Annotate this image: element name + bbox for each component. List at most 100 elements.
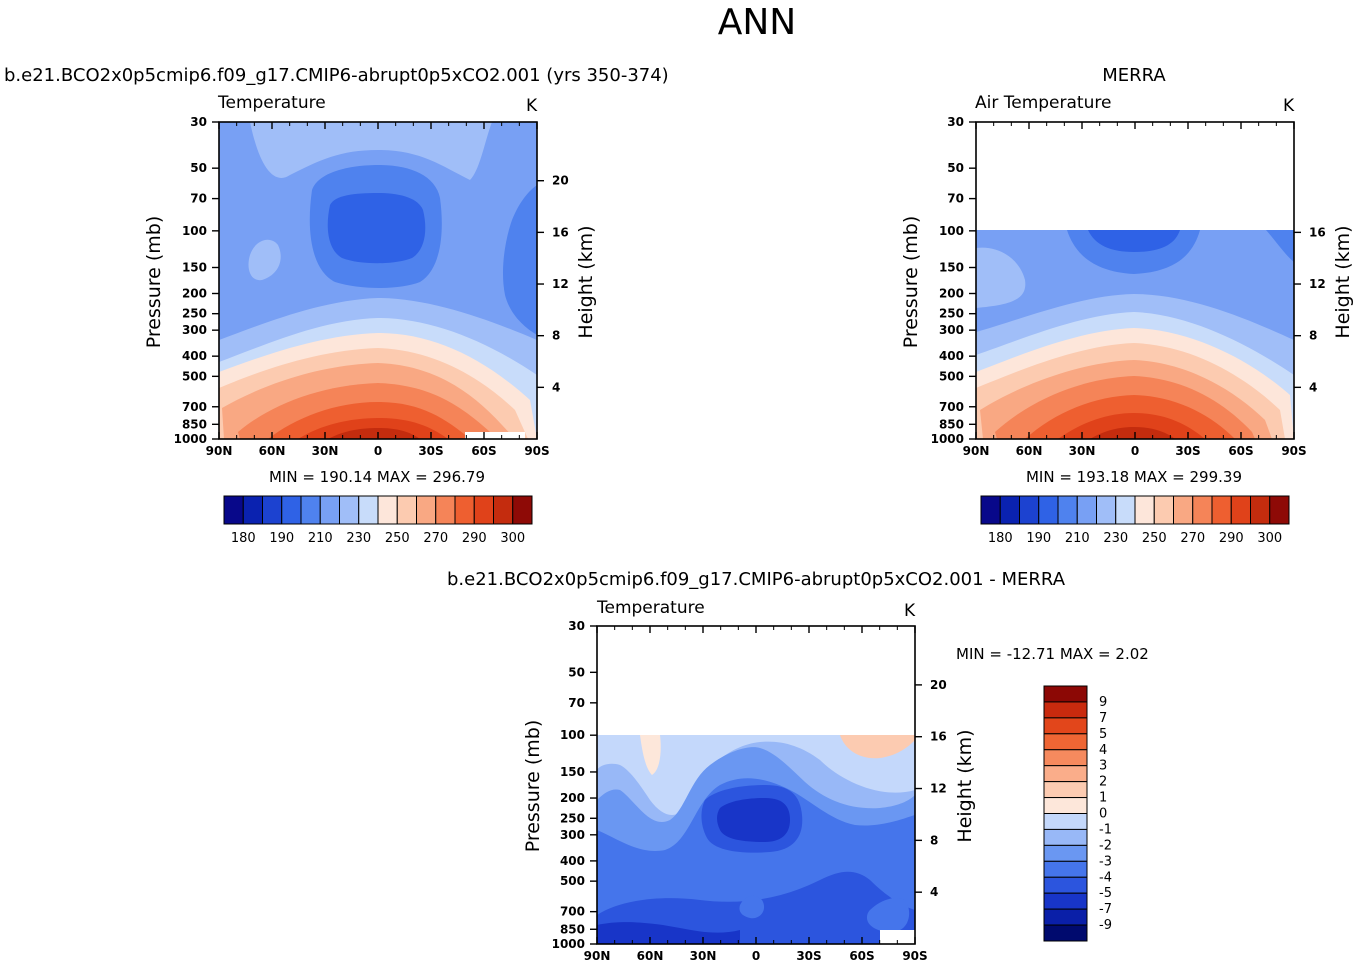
colorbar-label: 210 bbox=[1065, 531, 1090, 546]
colorbar-label: -5 bbox=[1099, 886, 1112, 901]
colorbar-swatch bbox=[1043, 908, 1088, 926]
colorbar-label: 230 bbox=[1103, 531, 1128, 546]
colorbar-swatch bbox=[1043, 876, 1088, 894]
page-title: ANN bbox=[718, 2, 797, 43]
panel-obs-title: MERRA bbox=[1102, 65, 1166, 86]
colorbar-label: 190 bbox=[1026, 531, 1051, 546]
colorbar-swatch bbox=[435, 495, 456, 525]
y-tick-label: 300 bbox=[182, 323, 207, 337]
x-tick-label: 90N bbox=[963, 444, 990, 458]
y2-tick-label: 12 bbox=[552, 277, 569, 291]
colorbar-label: 180 bbox=[988, 531, 1013, 546]
y2-tick-label: 16 bbox=[1309, 225, 1326, 239]
y-tick-label: 70 bbox=[568, 696, 585, 710]
colorbar-swatch bbox=[1230, 495, 1251, 525]
panel-diff-field bbox=[597, 735, 915, 944]
x-tick-label: 60S bbox=[1228, 444, 1253, 458]
y-tick-label: 30 bbox=[190, 115, 207, 129]
y-tick-label: 150 bbox=[182, 260, 207, 274]
colorbar-label: -3 bbox=[1099, 854, 1112, 869]
y-tick-label: 1000 bbox=[552, 937, 585, 951]
panel-obs-stats: MIN = 193.18 MAX = 299.39 bbox=[1026, 468, 1242, 486]
x-tick-label: 30S bbox=[796, 949, 821, 963]
contour-band bbox=[597, 922, 740, 944]
y2-tick-label: 8 bbox=[552, 329, 560, 343]
panel-diff-units: K bbox=[904, 601, 916, 621]
contour-band bbox=[327, 193, 426, 264]
panel-model-field bbox=[219, 122, 537, 439]
contour-band bbox=[597, 735, 915, 815]
colorbar-swatch bbox=[1043, 860, 1088, 878]
panel-obs-axes: 90N 60N 30N 0 30S 60S 90S 30 50 70 100 150 200 250 300… bbox=[931, 115, 1326, 458]
y-tick-label: 500 bbox=[939, 369, 964, 383]
y-tick-label: 100 bbox=[939, 224, 964, 238]
colorbar-label: 270 bbox=[423, 531, 448, 546]
panel-model-title: b.e21.BCO2x0p5cmip6.f09_g17.CMIP6-abrupt… bbox=[4, 65, 669, 86]
colorbar-swatch bbox=[1173, 495, 1194, 525]
colorbar-label: 5 bbox=[1099, 727, 1107, 742]
x-tick-label: 60N bbox=[1016, 444, 1043, 458]
contour-band bbox=[640, 735, 661, 775]
colorbar-swatch bbox=[1134, 495, 1155, 525]
panel-model: b.e21.BCO2x0p5cmip6.f09_g17.CMIP6-abrupt… bbox=[4, 65, 669, 546]
colorbar-label: 290 bbox=[1219, 531, 1244, 546]
colorbar-swatch bbox=[1043, 781, 1088, 799]
x-tick-label: 60N bbox=[637, 949, 664, 963]
y-tick-label: 700 bbox=[939, 400, 964, 414]
x-tick-label: 30N bbox=[690, 949, 717, 963]
x-tick-label: 90N bbox=[206, 444, 233, 458]
y-tick-label: 70 bbox=[947, 192, 964, 206]
panel-model-ylabel: Pressure (mb) bbox=[143, 216, 165, 349]
colorbar-label: -7 bbox=[1099, 902, 1112, 917]
colorbar-swatch bbox=[1019, 495, 1040, 525]
y-tick-label: 50 bbox=[190, 161, 207, 175]
x-tick-label: 0 bbox=[1131, 444, 1139, 458]
colorbar-swatch bbox=[980, 495, 1001, 525]
panel-model-subtitle: Temperature bbox=[217, 93, 326, 113]
colorbar-swatch bbox=[1269, 495, 1290, 525]
panel-model-colorbar: 180 190 210 230 250 270 290 300 bbox=[223, 495, 533, 546]
colorbar-label: 9 bbox=[1099, 695, 1107, 710]
y2-tick-label: 20 bbox=[930, 678, 947, 692]
contour-band bbox=[328, 428, 420, 439]
contour-band bbox=[250, 122, 492, 180]
x-tick-label: 30N bbox=[1069, 444, 1096, 458]
y-tick-label: 850 bbox=[182, 417, 207, 431]
y-tick-label: 30 bbox=[568, 619, 585, 633]
colorbar-swatch bbox=[493, 495, 514, 525]
panel-model-stats: MIN = 190.14 MAX = 296.79 bbox=[269, 468, 485, 486]
colorbar-swatch bbox=[1043, 797, 1088, 814]
colorbar-swatch bbox=[339, 495, 360, 525]
colorbar-swatch bbox=[300, 495, 321, 525]
panel-obs-field bbox=[976, 230, 1294, 439]
x-tick-label: 30N bbox=[312, 444, 339, 458]
colorbar-swatch bbox=[1250, 495, 1271, 525]
y-tick-label: 250 bbox=[182, 307, 207, 321]
contour-band bbox=[248, 239, 281, 281]
y-tick-label: 250 bbox=[939, 307, 964, 321]
y2-tick-label: 16 bbox=[930, 730, 947, 744]
colorbar-swatch bbox=[1043, 828, 1088, 846]
colorbar-swatch bbox=[1096, 495, 1117, 525]
y-tick-label: 850 bbox=[560, 922, 585, 936]
contour-band bbox=[739, 895, 765, 919]
y2-tick-label: 16 bbox=[552, 225, 569, 239]
x-tick-label: 0 bbox=[752, 949, 760, 963]
y-tick-label: 850 bbox=[939, 417, 964, 431]
colorbar-label: -4 bbox=[1099, 870, 1112, 885]
x-tick-label: 0 bbox=[374, 444, 382, 458]
y2-tick-label: 4 bbox=[1309, 380, 1317, 394]
y2-tick-label: 12 bbox=[930, 782, 947, 796]
colorbar-swatch bbox=[223, 495, 244, 525]
colorbar-label: 210 bbox=[308, 531, 333, 546]
y-tick-label: 500 bbox=[560, 874, 585, 888]
colorbar-swatch bbox=[1043, 765, 1088, 783]
y-tick-label: 300 bbox=[939, 323, 964, 337]
y2-tick-label: 4 bbox=[930, 885, 938, 899]
y-tick-label: 150 bbox=[560, 765, 585, 779]
colorbar-swatch bbox=[377, 495, 398, 525]
missing-data bbox=[465, 432, 525, 439]
y-tick-label: 250 bbox=[560, 811, 585, 825]
colorbar-label: 230 bbox=[346, 531, 371, 546]
